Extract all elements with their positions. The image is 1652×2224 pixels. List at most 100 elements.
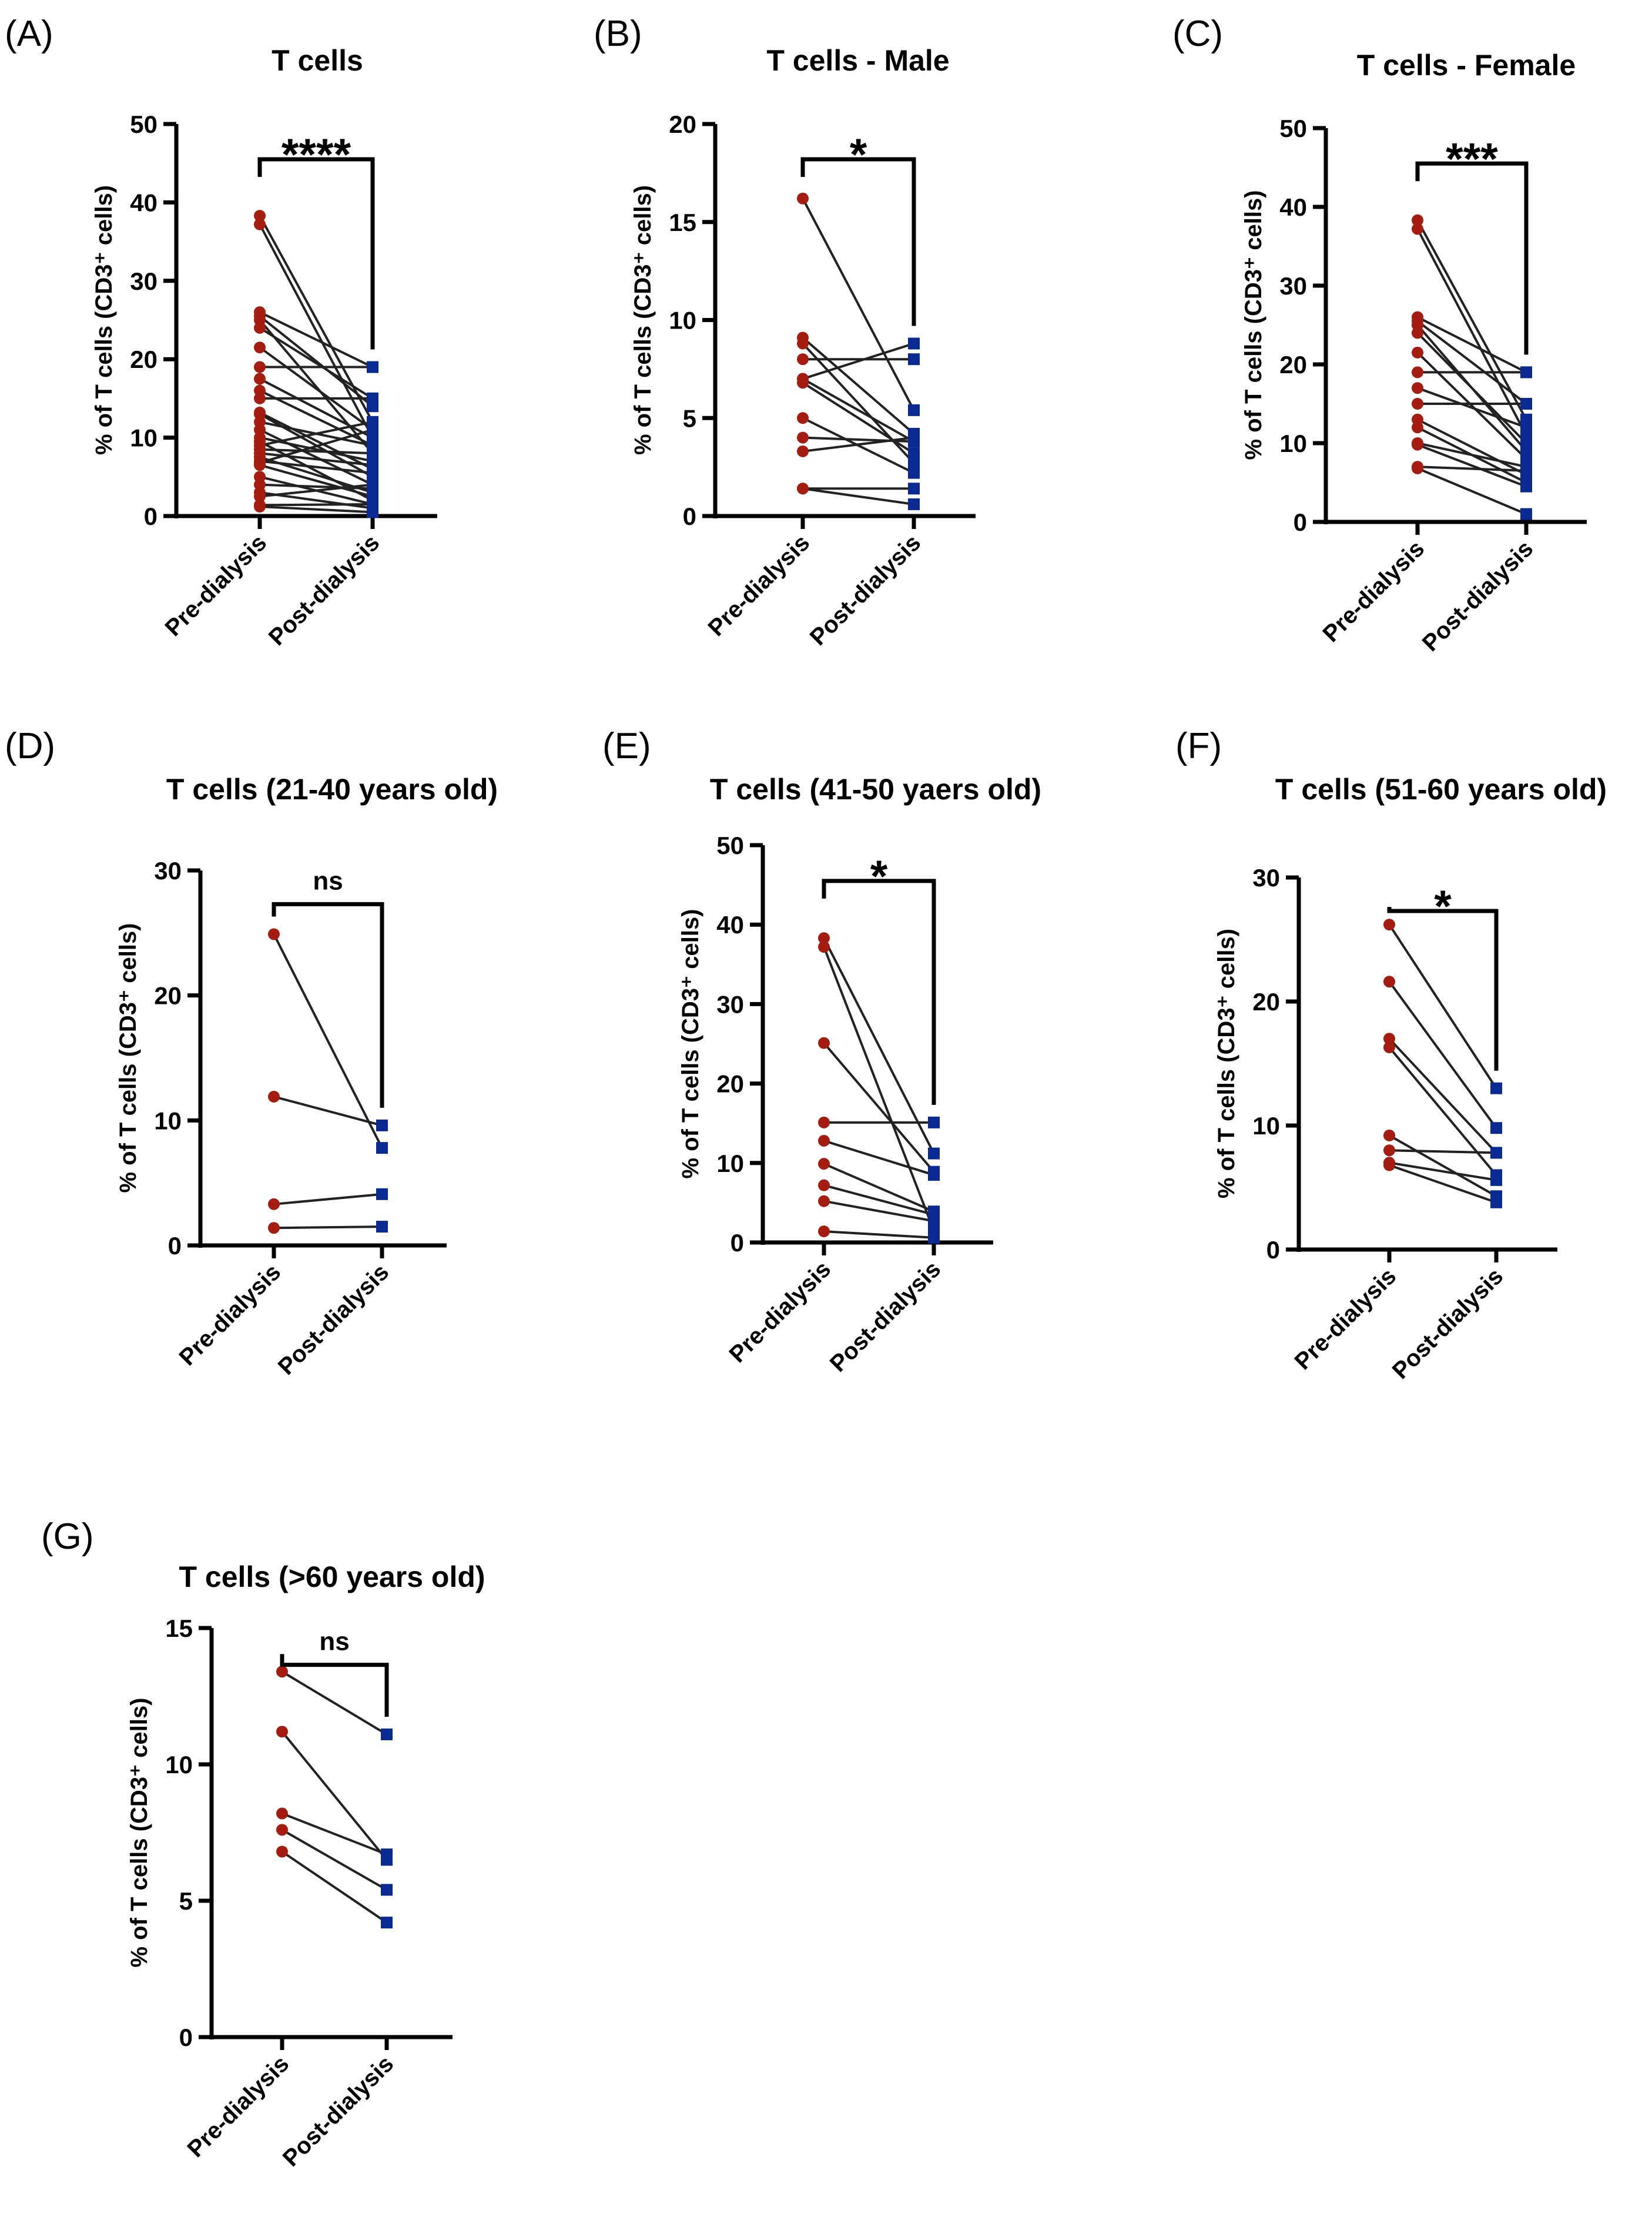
post-dialysis-point xyxy=(376,1142,388,1154)
post-dialysis-point xyxy=(367,506,378,518)
y-tick-label: 0 xyxy=(1266,1236,1280,1264)
post-dialysis-point xyxy=(908,467,920,479)
post-dialysis-point xyxy=(381,1728,393,1740)
post-dialysis-point xyxy=(908,483,920,495)
post-dialysis-point xyxy=(908,447,920,460)
significance-label: * xyxy=(870,852,888,902)
pre-dialysis-point xyxy=(254,459,266,471)
y-axis-label: % of T cells (CD3⁺ cells) xyxy=(115,923,141,1193)
pre-dialysis-point xyxy=(276,1824,288,1836)
panel-d: (D) T cells (21-40 years old) 0 10 20 30 % of … xyxy=(5,726,498,1380)
panel-f: (F) T cells (51-60 years old) 0 10 20 30 % of … xyxy=(1175,726,1607,1384)
y-axis-label: % of T cells (CD3⁺ cells) xyxy=(678,909,703,1178)
post-dialysis-point xyxy=(928,1215,940,1227)
significance-label: *** xyxy=(1446,134,1498,184)
pair-line xyxy=(1417,465,1527,472)
post-dialysis-point xyxy=(1520,398,1532,410)
pre-dialysis-point xyxy=(797,431,809,444)
x-tick-label: Pre-dialysis xyxy=(703,530,815,641)
y-tick-label: 40 xyxy=(1279,193,1307,221)
y-tick-label: 20 xyxy=(1252,988,1280,1016)
pre-dialysis-point xyxy=(1383,1041,1395,1054)
y-tick-label: 0 xyxy=(731,1229,744,1257)
y-tick-label: 5 xyxy=(179,1887,193,1915)
significance-bracket xyxy=(280,1654,389,1717)
panel-letter: (F) xyxy=(1175,726,1222,766)
pair-line xyxy=(1416,331,1527,444)
panel-letter: (C) xyxy=(1172,14,1223,54)
pre-dialysis-point xyxy=(797,483,809,495)
significance-label: * xyxy=(850,130,867,180)
panel-title: T cells (>60 years old) xyxy=(179,1560,485,1593)
post-dialysis-point xyxy=(1490,1147,1502,1159)
post-dialysis-point xyxy=(381,1884,393,1896)
y-tick-label: 20 xyxy=(669,110,696,138)
pre-dialysis-point xyxy=(268,1222,280,1234)
panel-letter: (E) xyxy=(602,726,651,766)
pre-dialysis-point xyxy=(1412,398,1423,410)
post-dialysis-point xyxy=(928,1231,940,1244)
pre-dialysis-point xyxy=(254,490,266,503)
y-tick-label: 40 xyxy=(130,189,158,216)
pair-line xyxy=(259,460,373,474)
pair-line xyxy=(1416,320,1527,405)
pair-line xyxy=(1417,316,1527,374)
pre-dialysis-point xyxy=(1412,421,1423,434)
pre-dialysis-point xyxy=(1412,438,1423,451)
pair-line xyxy=(823,946,935,1231)
pre-dialysis-point xyxy=(1383,919,1395,931)
pre-dialysis-point xyxy=(1412,214,1423,226)
y-tick-label: 10 xyxy=(669,307,696,334)
y-tick-label: 15 xyxy=(165,1615,193,1642)
panel-g: (G) T cells (>60 years old) 0 5 10 15 % of T c… xyxy=(41,1516,485,2172)
y-tick-label: 0 xyxy=(144,503,158,530)
pre-dialysis-point xyxy=(797,192,809,205)
y-tick-label: 50 xyxy=(1279,115,1307,142)
pre-dialysis-point xyxy=(818,1116,830,1128)
pair-line xyxy=(802,436,914,453)
x-tick-label: Pre-dialysis xyxy=(182,2051,294,2162)
pair-line xyxy=(259,319,374,454)
y-tick-label: 30 xyxy=(1252,864,1280,892)
pair-line xyxy=(823,1163,934,1213)
pair-line xyxy=(823,1042,935,1173)
x-tick-label: Post-dialysis xyxy=(1388,1263,1509,1384)
pre-dialysis-point xyxy=(276,1807,288,1820)
pair-line xyxy=(802,377,914,443)
pre-dialysis-point xyxy=(254,321,266,334)
pair-line xyxy=(1389,1164,1497,1204)
significance-label: **** xyxy=(282,130,351,180)
post-dialysis-point xyxy=(1520,480,1532,493)
pair-line xyxy=(1416,219,1527,420)
pair-line xyxy=(1417,443,1527,488)
significance-label: ns xyxy=(319,1627,349,1656)
x-tick-label: Pre-dialysis xyxy=(724,1256,836,1368)
significance-bracket xyxy=(1387,907,1499,1071)
pair-line xyxy=(259,505,373,514)
post-dialysis-point xyxy=(1520,421,1532,434)
pre-dialysis-point xyxy=(254,341,266,354)
pair-line xyxy=(823,1184,934,1216)
pre-dialysis-point xyxy=(818,1225,830,1238)
panel-c: (C) T cells - Female 0 10 20 30 40 50 % of T cel… xyxy=(1172,14,1587,657)
pre-dialysis-point xyxy=(818,1195,830,1207)
significance-label: ns xyxy=(313,866,343,895)
x-tick-label: Pre-dialysis xyxy=(174,1259,286,1371)
y-tick-label: 20 xyxy=(716,1070,744,1098)
y-tick-label: 30 xyxy=(1279,272,1307,300)
significance-bracket xyxy=(822,879,936,1105)
pre-dialysis-point xyxy=(1412,366,1423,379)
y-axis-label: % of T cells (CD3⁺ cells) xyxy=(1214,929,1239,1198)
y-tick-label: 15 xyxy=(669,209,696,236)
panel-letter: (G) xyxy=(41,1516,94,1557)
post-dialysis-point xyxy=(367,478,378,491)
significance-label: * xyxy=(1434,882,1452,932)
pair-line xyxy=(802,343,915,464)
pre-dialysis-point xyxy=(818,1134,830,1147)
post-dialysis-point xyxy=(928,1116,940,1128)
pair-line xyxy=(259,503,373,507)
pair-line xyxy=(282,1812,387,1855)
panel-b: (B) T cells - Male 0 5 10 15 20 % of T cells (C… xyxy=(594,14,976,651)
pair-line xyxy=(282,1828,387,1891)
pre-dialysis-point xyxy=(1412,223,1423,235)
